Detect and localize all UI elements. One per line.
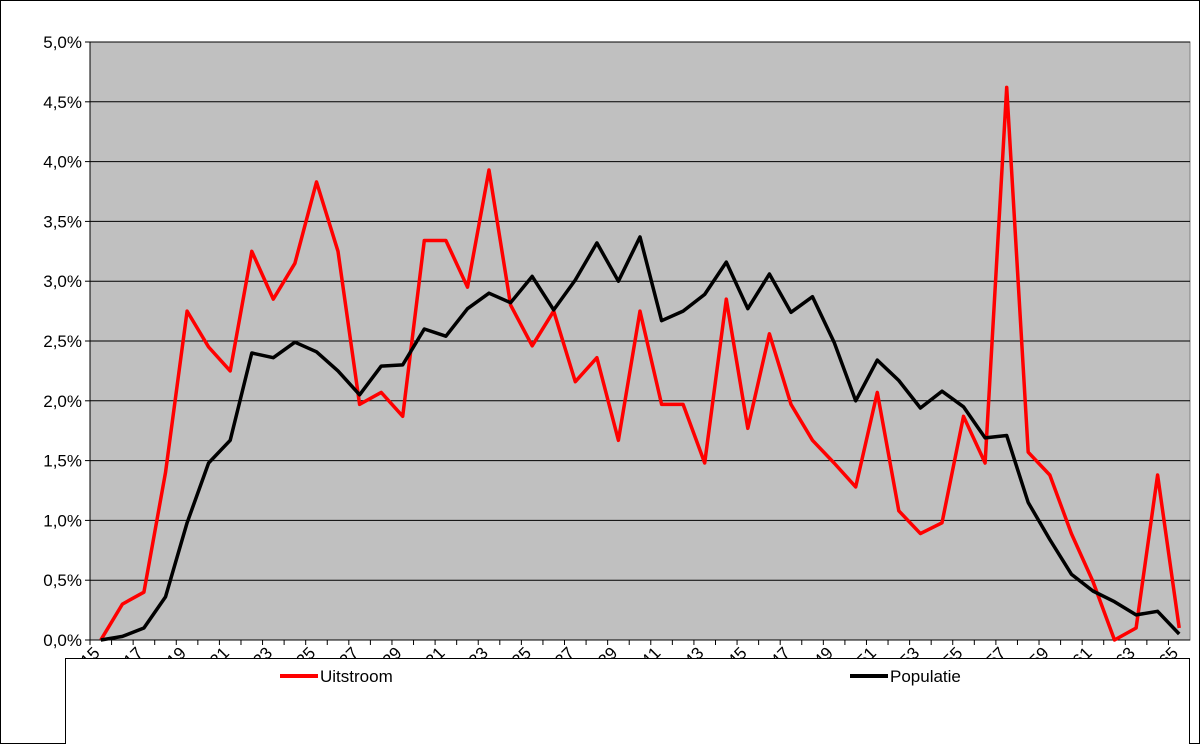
legend-box xyxy=(65,658,1190,744)
y-tick-label: 4,0% xyxy=(43,153,82,172)
y-tick-label: 5,0% xyxy=(43,33,82,52)
series-line xyxy=(99,85,1181,642)
y-tick-label: 2,5% xyxy=(43,332,82,351)
y-tick-label: 3,5% xyxy=(43,212,82,231)
series-line xyxy=(100,235,1181,642)
legend-label: Uitstroom xyxy=(320,667,393,686)
y-tick-label: 4,5% xyxy=(43,93,82,112)
legend-label: Populatie xyxy=(890,667,961,686)
y-tick-label: 1,0% xyxy=(43,511,82,530)
y-tick-label: 3,0% xyxy=(43,272,82,291)
y-tick-label: 0,5% xyxy=(43,571,82,590)
y-tick-label: 0,0% xyxy=(43,631,82,650)
y-tick-label: 2,0% xyxy=(43,392,82,411)
y-tick-label: 1,5% xyxy=(43,452,82,471)
